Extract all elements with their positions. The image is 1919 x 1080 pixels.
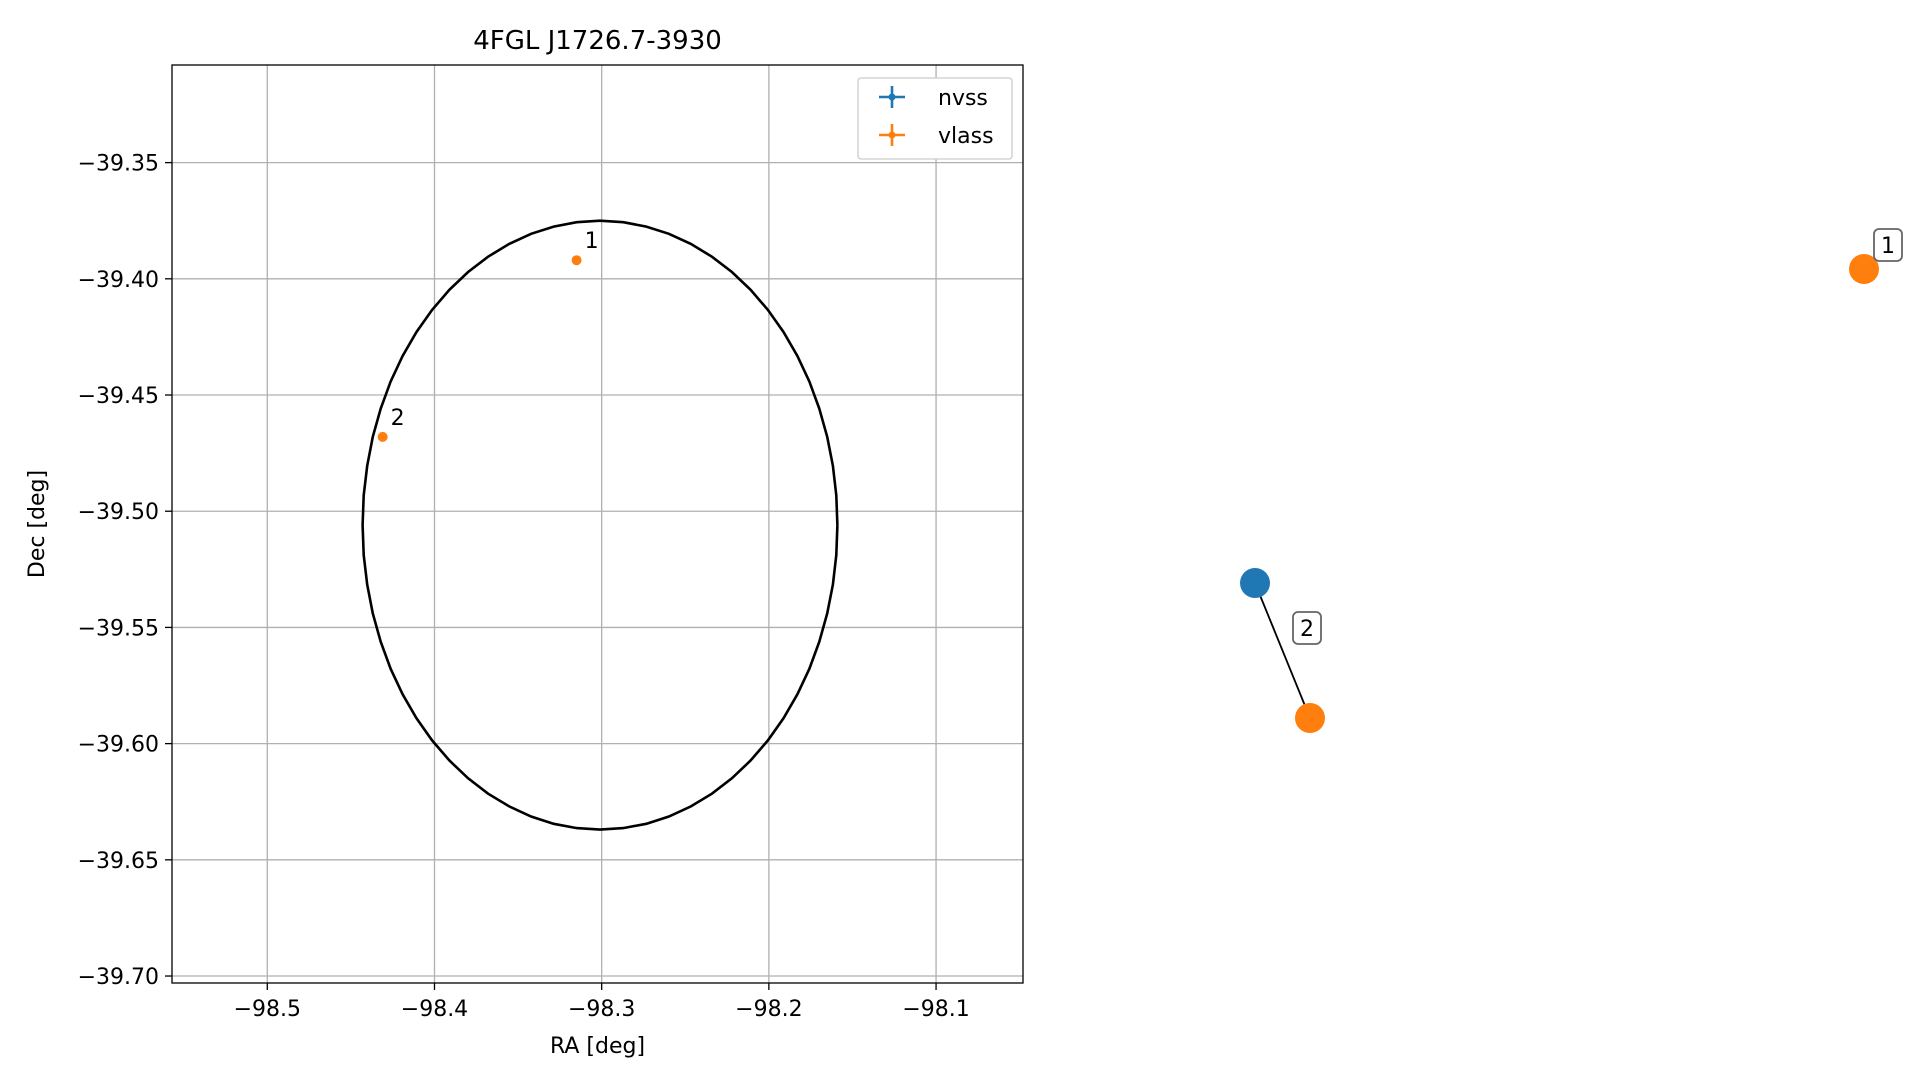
point-label: 2 [391,406,405,431]
x-tick-label: −98.5 [234,997,301,1022]
node-label: 1 [1881,234,1895,259]
x-tick-label: −98.3 [568,997,635,1022]
point-label: 1 [585,229,599,254]
chart-title: 4FGL J1726.7-3930 [473,26,722,56]
y-tick-label: −39.50 [78,500,159,525]
grid [172,65,1023,983]
legend-label-vlass: vlass [938,124,994,149]
x-tick-label: −98.2 [735,997,802,1022]
data-point-vlass [571,255,582,266]
node-label-frame [1873,228,1903,262]
y-ticks: −39.35 −39.40 −39.45 −39.50 −39.55 −39.60 −39.… [78,152,172,990]
edge-label-frame [1292,611,1322,645]
y-tick-label: −39.45 [78,384,159,409]
edge-label: 2 [1300,617,1314,642]
data-point-vlass [377,431,388,442]
data-points: 12 [377,229,599,442]
legend: nvss vlass [857,77,1013,160]
y-tick-label: −39.70 [78,965,159,990]
network-node-nvss [1240,568,1270,598]
legend-entry-vlass: vlass [879,124,994,149]
network-node-vlass [1295,703,1325,733]
node-label-box: 1 [1873,228,1903,262]
axes-frame [171,64,1024,984]
x-tick-label: −98.1 [902,997,969,1022]
y-tick-label: −39.65 [78,849,159,874]
x-axis-label: RA [deg] [550,1034,645,1059]
y-axis-label: Dec [deg] [25,470,50,578]
x-tick-label: −98.4 [401,997,468,1022]
uncertainty-ellipse [361,219,839,831]
scatter-axes: 12 −98.5 −98.4 −98.3 −98.2 −98.1 −39.35−39.4… [25,26,1024,1059]
legend-entry-nvss: nvss [879,86,988,111]
y-tick-label: −39.55 [78,616,159,641]
network-edge [1254,582,1311,719]
legend-marker-nvss-dot [888,93,896,101]
y-tick-label: −39.40 [78,268,159,293]
y-tick-label: −39.35 [78,152,159,177]
y-tick-label: −39.60 [78,733,159,758]
legend-label-nvss: nvss [938,86,988,111]
x-ticks: −98.5 −98.4 −98.3 −98.2 −98.1 [234,983,970,1022]
network-node-vlass [1849,254,1879,284]
edge-label-box: 2 [1292,611,1322,645]
legend-marker-vlass-dot [888,131,896,139]
match-network: 2 1 [1240,228,1903,733]
